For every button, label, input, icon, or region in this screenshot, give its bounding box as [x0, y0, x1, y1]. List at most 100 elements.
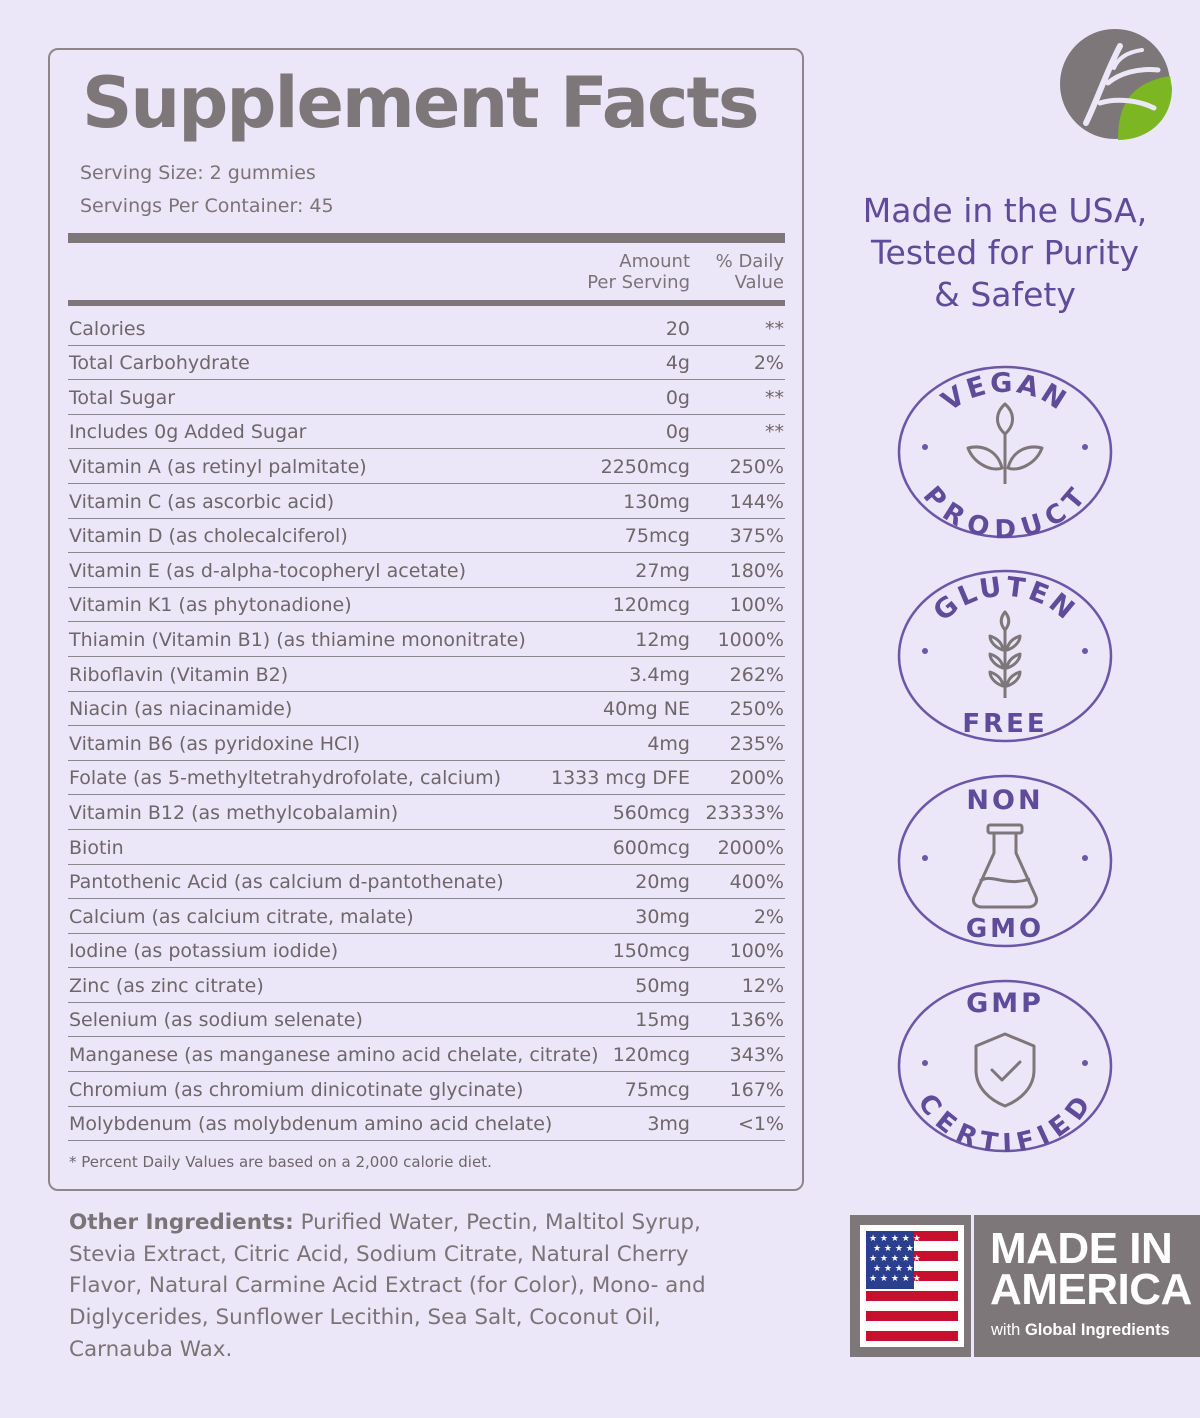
nutrient-amount: 4mg: [647, 732, 690, 755]
shield-check-icon: [974, 1032, 1036, 1108]
made-in-america-title: MADE IN AMERICA: [990, 1224, 1192, 1314]
nutrient-amount: 75mcg: [624, 525, 690, 548]
nutrient-name: Vitamin E (as d-alpha-tocopheryl acetate…: [69, 559, 467, 582]
nutrient-daily-value: 100%: [729, 594, 784, 617]
nutrient-name: Calcium (as calcium citrate, malate): [69, 905, 414, 928]
table-row: Chromium (as chromium dinicotinate glyci…: [68, 1072, 785, 1107]
made-in-america-subtitle: with Global Ingredients: [991, 1321, 1170, 1339]
nutrient-daily-value: 2000%: [717, 836, 784, 859]
other-ingredients: Other Ingredients: Purified Water, Pecti…: [69, 1207, 749, 1366]
nutrient-amount: 3.4mg: [629, 663, 690, 686]
nutrient-amount: 1333 mcg DFE: [550, 767, 690, 790]
nutrient-amount: 15mg: [635, 1009, 690, 1032]
nutrient-daily-value: **: [765, 386, 784, 409]
nutrient-name: Calories: [69, 317, 146, 340]
nutrient-daily-value: 250%: [729, 698, 784, 721]
table-row: Calories 20 **: [68, 311, 785, 346]
nutrient-amount: 4g: [665, 352, 690, 375]
nutrient-amount: 560mcg: [612, 801, 690, 824]
nutrient-name: Iodine (as potassium iodide): [69, 940, 339, 963]
nutrient-amount: 120mcg: [612, 594, 690, 617]
table-row: Pantothenic Acid (as calcium d-pantothen…: [68, 865, 785, 900]
nutrient-daily-value: 375%: [729, 525, 784, 548]
made-in-america-badge: ★ ★ ★ ★ ★ ★ ★ ★ ★ ★ ★ ★ ★ ★ ★ ★ ★ ★ ★ ★ …: [850, 1215, 1200, 1357]
nutrient-daily-value: 23333%: [705, 801, 785, 824]
nutrient-daily-value: **: [765, 317, 784, 340]
nutrient-amount: 12mg: [635, 628, 690, 651]
nutrient-name: Total Carbohydrate: [69, 352, 250, 375]
svg-text:GMP: GMP: [966, 988, 1044, 1019]
table-row: Selenium (as sodium selenate) 15mg 136%: [68, 1003, 785, 1038]
table-row: Iodine (as potassium iodide) 150mcg 100%: [68, 934, 785, 969]
table-row: Total Carbohydrate 4g 2%: [68, 346, 785, 381]
svg-text:FREE: FREE: [962, 709, 1047, 739]
nutrient-name: Vitamin B12 (as methylcobalamin): [69, 801, 399, 824]
nutrient-name: Molybdenum (as molybdenum amino acid che…: [69, 1113, 553, 1136]
nutrient-daily-value: 167%: [729, 1078, 784, 1101]
column-header-daily-value: % Daily Value: [715, 251, 784, 293]
nutrient-daily-value: 2%: [753, 352, 784, 375]
svg-text:★ ★ ★ ★: ★ ★ ★ ★: [873, 1244, 914, 1254]
table-row: Thiamin (Vitamin B1) (as thiamine mononi…: [68, 622, 785, 657]
wheat-icon: [988, 610, 1022, 698]
nutrient-amount: 0g: [665, 386, 690, 409]
nutrient-amount: 3mg: [647, 1113, 690, 1136]
svg-text:GLUTEN: GLUTEN: [928, 571, 1083, 627]
nutrient-daily-value: 343%: [729, 1044, 784, 1067]
nutrient-amount: 2250mcg: [600, 455, 690, 478]
nutrient-daily-value: 144%: [729, 490, 784, 513]
nutrient-name: Includes 0g Added Sugar: [69, 421, 307, 444]
nutrient-amount: 30mg: [635, 905, 690, 928]
divider-header: [68, 300, 785, 306]
table-row: Molybdenum (as molybdenum amino acid che…: [68, 1107, 785, 1142]
table-row: Vitamin C (as ascorbic acid) 130mg 144%: [68, 484, 785, 519]
nutrient-name: Riboflavin (Vitamin B2): [69, 663, 289, 686]
leaf-icon: [966, 402, 1044, 484]
nutrient-table: Calories 20 ** Total Carbohydrate 4g 2% Total …: [68, 311, 785, 1142]
nutrient-amount: 75mcg: [624, 1078, 690, 1101]
nutrient-daily-value: 180%: [729, 559, 784, 582]
serving-size: Serving Size: 2 gummies: [80, 162, 316, 184]
table-row: Folate (as 5-methyltetrahydrofolate, cal…: [68, 761, 785, 796]
svg-text:★ ★ ★ ★ ★: ★ ★ ★ ★ ★: [869, 1234, 921, 1244]
nutrient-name: Selenium (as sodium selenate): [69, 1009, 363, 1032]
nutrient-daily-value: 262%: [729, 663, 784, 686]
nutrient-daily-value: <1%: [737, 1113, 784, 1136]
table-row: Riboflavin (Vitamin B2) 3.4mg 262%: [68, 657, 785, 692]
nutrient-name: Vitamin C (as ascorbic acid): [69, 490, 335, 513]
table-row: Zinc (as zinc citrate) 50mg 12%: [68, 968, 785, 1003]
servings-per-container: Servings Per Container: 45: [80, 195, 334, 217]
nutrient-name: Pantothenic Acid (as calcium d-pantothen…: [69, 871, 504, 894]
svg-text:GMO: GMO: [966, 914, 1044, 944]
table-row: Includes 0g Added Sugar 0g **: [68, 415, 785, 450]
nutrient-daily-value: **: [765, 421, 784, 444]
vegan-product-badge: VEGAN PRODUCT: [897, 365, 1113, 540]
nutrient-daily-value: 200%: [729, 767, 784, 790]
table-row: Biotin 600mcg 2000%: [68, 830, 785, 865]
nutrient-daily-value: 2%: [753, 905, 784, 928]
nutrient-amount: 20mg: [635, 871, 690, 894]
nutrient-amount: 20: [665, 317, 690, 340]
table-row: Vitamin B6 (as pyridoxine HCl) 4mg 235%: [68, 726, 785, 761]
panel-title: Supplement Facts: [82, 62, 760, 144]
nutrient-daily-value: 100%: [729, 940, 784, 963]
nutrient-name: Niacin (as niacinamide): [69, 698, 293, 721]
table-row: Vitamin A (as retinyl palmitate) 2250mcg 2…: [68, 449, 785, 484]
footnote: * Percent Daily Values are based on a 2,…: [69, 1153, 492, 1171]
svg-text:NON: NON: [966, 785, 1043, 816]
nutrient-name: Vitamin K1 (as phytonadione): [69, 594, 352, 617]
nutrient-amount: 150mcg: [612, 940, 690, 963]
gmp-certified-badge: GMP CERTIFIED: [897, 979, 1113, 1154]
nutrient-name: Vitamin B6 (as pyridoxine HCl): [69, 732, 361, 755]
nutrient-amount: 130mg: [623, 490, 690, 513]
nutrient-name: Manganese (as manganese amino acid chela…: [69, 1044, 599, 1067]
table-row: Calcium (as calcium citrate, malate) 30mg…: [68, 899, 785, 934]
nutrient-amount: 600mcg: [612, 836, 690, 859]
nutrient-amount: 0g: [665, 421, 690, 444]
nutrient-name: Zinc (as zinc citrate): [69, 974, 264, 997]
svg-text:CERTIFIED: CERTIFIED: [911, 1089, 1099, 1154]
ingredients-text: Purified Water, Pectin, Maltitol Syrup, …: [69, 1210, 706, 1362]
table-row: Vitamin E (as d-alpha-tocopheryl acetate…: [68, 553, 785, 588]
nutrient-amount: 27mg: [635, 559, 690, 582]
table-row: Vitamin B12 (as methylcobalamin) 560mcg 23…: [68, 795, 785, 830]
